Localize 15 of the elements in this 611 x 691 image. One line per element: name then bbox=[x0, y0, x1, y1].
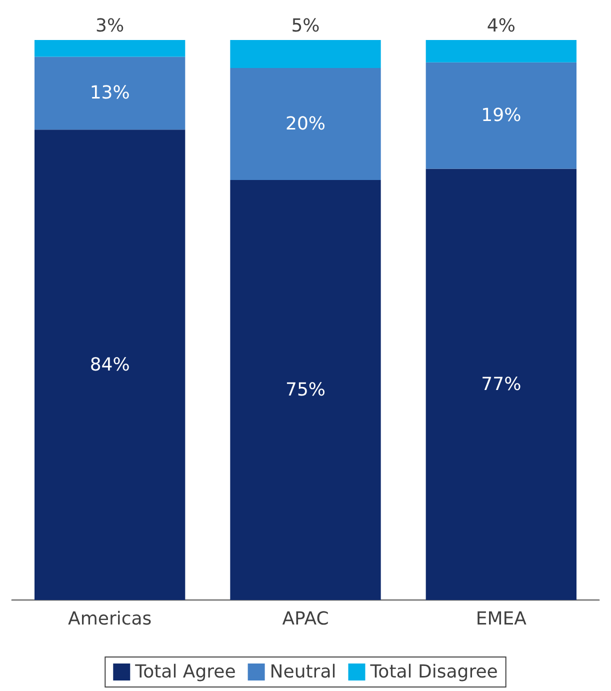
legend-label: Total Disagree bbox=[369, 662, 498, 682]
x-tick-label: APAC bbox=[282, 608, 329, 630]
legend-label: Neutral bbox=[270, 662, 336, 682]
data-label: 19% bbox=[481, 105, 522, 126]
data-label: 77% bbox=[481, 374, 522, 395]
legend-label: Total Agree bbox=[134, 662, 236, 682]
data-label: 84% bbox=[90, 354, 130, 376]
data-label: 5% bbox=[291, 16, 320, 36]
data-label: 4% bbox=[486, 16, 516, 36]
x-tick-label: EMEA bbox=[476, 608, 528, 630]
data-label: 13% bbox=[90, 82, 130, 104]
data-label: 20% bbox=[285, 114, 326, 134]
data-label: 3% bbox=[96, 16, 124, 36]
data-label: 75% bbox=[285, 380, 326, 400]
x-tick-label: Americas bbox=[68, 608, 152, 630]
